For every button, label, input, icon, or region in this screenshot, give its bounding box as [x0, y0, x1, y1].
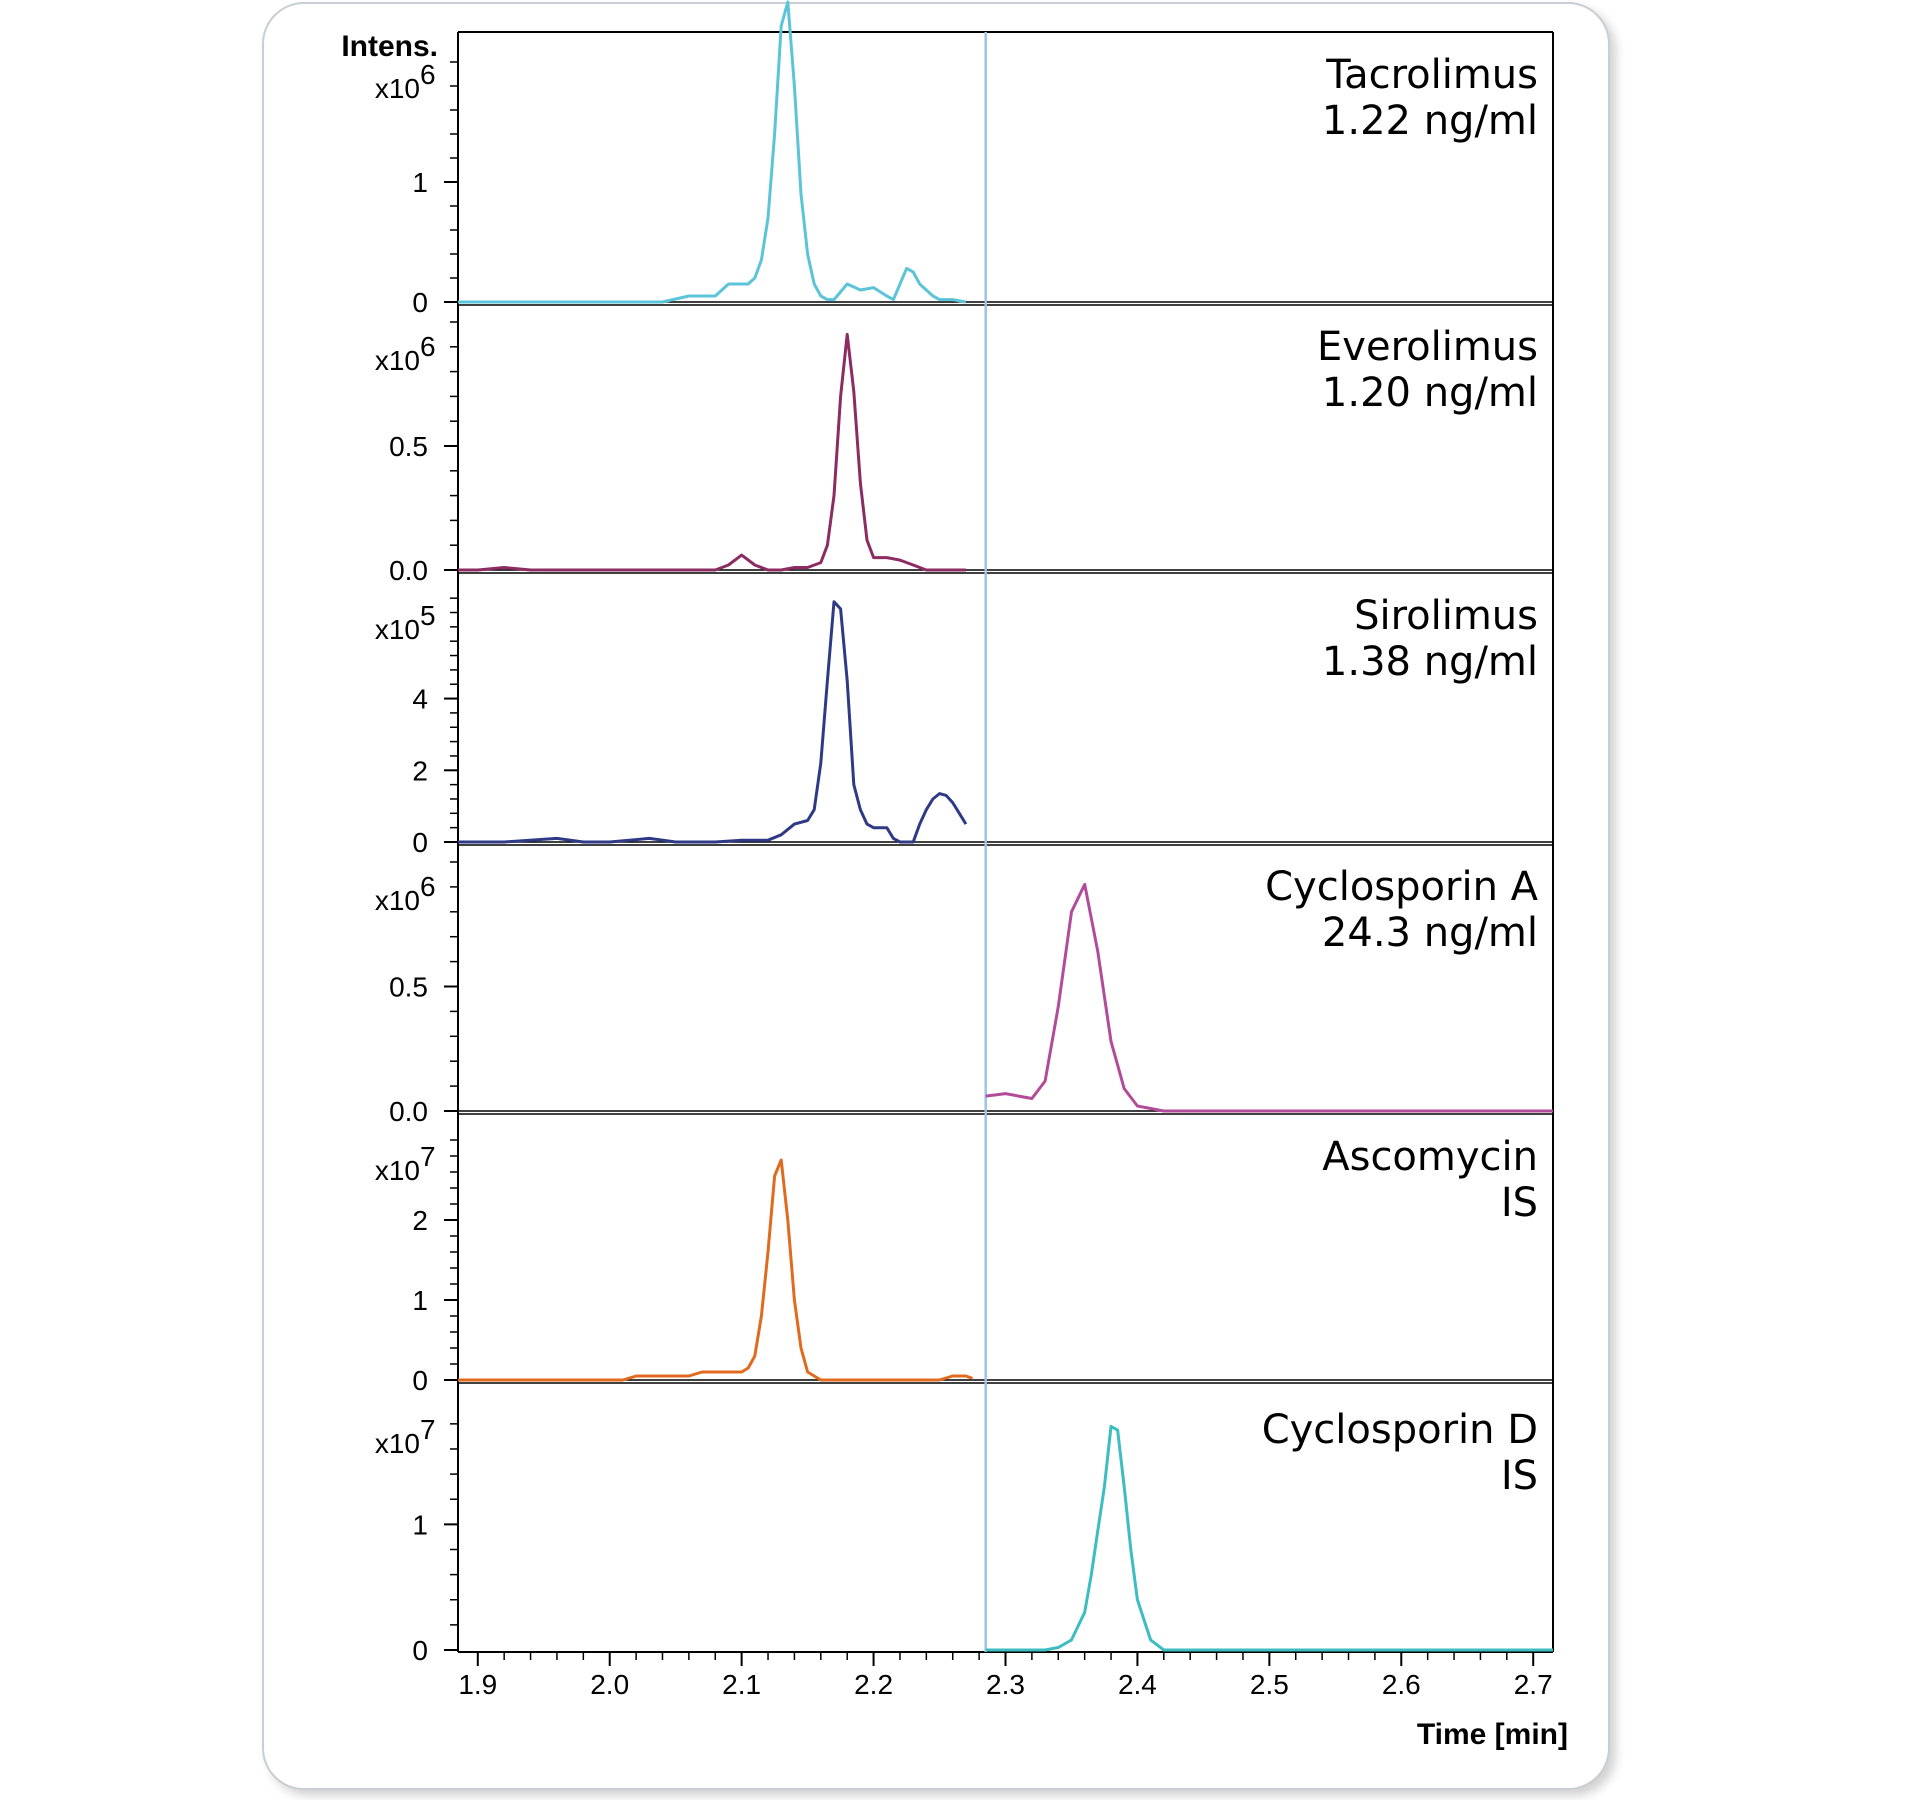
y-tick-label: 0.0: [389, 555, 428, 586]
series-line-cyclosporin-a: [985, 882, 1553, 1113]
analyte-label: Tacrolimus: [1325, 52, 1538, 98]
y-tick-label: 0: [412, 827, 428, 858]
y-tick-label: 0.5: [389, 972, 428, 1003]
exponent-label: x10: [375, 345, 420, 376]
analyte-label: IS: [1501, 1453, 1538, 1499]
x-tick-label: 2.3: [986, 1669, 1025, 1700]
analyte-label: Ascomycin: [1322, 1134, 1538, 1180]
y-axis-title: Intens.: [341, 30, 438, 63]
analyte-label: Sirolimus: [1354, 593, 1538, 639]
exponent-superscript: 6: [420, 59, 436, 90]
exponent-superscript: 5: [420, 600, 436, 631]
x-tick-label: 2.1: [722, 1669, 761, 1700]
exponent-label: x10: [375, 73, 420, 104]
exponent-superscript: 7: [420, 1414, 436, 1445]
x-tick-label: 1.9: [458, 1669, 497, 1700]
y-tick-label: 1: [412, 1509, 428, 1540]
analyte-label: Cyclosporin D: [1262, 1407, 1538, 1453]
y-tick-label: 0.0: [389, 1096, 428, 1127]
series-line-cyclosporin-d: [985, 1424, 1553, 1652]
y-tick-label: 0: [412, 1635, 428, 1666]
y-tick-label: 1: [412, 167, 428, 198]
x-tick-label: 2.4: [1118, 1669, 1157, 1700]
analyte-label: Cyclosporin A: [1265, 864, 1539, 910]
series-line-ascomycin: [458, 1158, 974, 1382]
series-line-sirolimus: [458, 600, 968, 844]
y-tick-label: 0.5: [389, 431, 428, 462]
exponent-label: x10: [375, 1428, 420, 1459]
exponent-superscript: 7: [420, 1141, 436, 1172]
x-tick-label: 2.6: [1382, 1669, 1421, 1700]
y-tick-label: 0: [412, 287, 428, 318]
analyte-label: IS: [1501, 1180, 1538, 1226]
analyte-label: 1.22 ng/ml: [1322, 98, 1538, 144]
exponent-label: x10: [375, 885, 420, 916]
x-tick-label: 2.2: [854, 1669, 893, 1700]
x-axis-title: Time [min]: [1417, 1718, 1568, 1751]
y-tick-label: 2: [412, 1205, 428, 1236]
analyte-label: Everolimus: [1317, 324, 1538, 370]
exponent-label: x10: [375, 614, 420, 645]
chart-card: [262, 2, 1610, 1790]
exponent-label: x10: [375, 1155, 420, 1186]
y-tick-label: 2: [412, 755, 428, 786]
x-tick-label: 2.7: [1514, 1669, 1553, 1700]
analyte-label: 1.38 ng/ml: [1322, 639, 1538, 685]
analyte-label: 1.20 ng/ml: [1322, 370, 1538, 416]
y-tick-label: 1: [412, 1285, 428, 1316]
series-line-everolimus: [458, 332, 966, 572]
series-line-tacrolimus: [458, 0, 967, 304]
y-tick-label: 4: [412, 684, 428, 715]
analyte-label: 24.3 ng/ml: [1322, 910, 1538, 956]
y-tick-label: 0: [412, 1365, 428, 1396]
exponent-superscript: 6: [420, 871, 436, 902]
x-tick-label: 2.0: [590, 1669, 629, 1700]
exponent-superscript: 6: [420, 331, 436, 362]
x-tick-label: 2.5: [1250, 1669, 1289, 1700]
